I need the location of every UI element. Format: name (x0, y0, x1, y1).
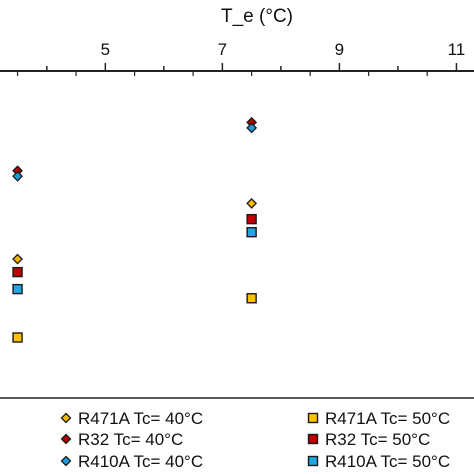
data-point-diamond (246, 122, 258, 134)
data-point-square (12, 266, 23, 278)
legend-marker (307, 433, 319, 445)
legend: R471A Tc= 40°C R32 Tc= 40°C R410A Tc= 40°C… (60, 409, 450, 471)
data-point-square (246, 213, 257, 225)
data-point-diamond (12, 170, 23, 182)
data-point-square (12, 332, 23, 343)
data-point-diamond (246, 198, 258, 209)
legend-label: R471A Tc= 50°C (325, 409, 450, 428)
x-axis-title: T_e (°C) (221, 6, 293, 27)
data-point-diamond (12, 253, 23, 265)
legend-label: R32 Tc= 50°C (325, 430, 430, 449)
x-tick-label: 5 (101, 40, 110, 59)
legend-marker (307, 455, 319, 467)
x-tick-label: 7 (218, 40, 227, 59)
legend-label: R471A Tc= 40°C (78, 409, 203, 428)
legend-marker (60, 433, 72, 445)
legend-label: R410A Tc= 40°C (78, 452, 203, 471)
data-point-square (12, 283, 23, 295)
axis-layer: 5 7 9 11 T_e (°C) (0, 6, 474, 399)
legend-label: R32 Tc= 40°C (78, 430, 183, 449)
data-point-square (246, 227, 257, 238)
marks-layer (12, 116, 258, 343)
legend-marker (307, 412, 319, 424)
legend-marker (60, 412, 72, 424)
legend-label: R410A Tc= 50°C (325, 452, 450, 471)
x-tick-label: 11 (448, 40, 466, 59)
data-point-square (246, 293, 257, 304)
legend-marker (60, 455, 72, 467)
x-tick-label: 9 (335, 40, 344, 59)
